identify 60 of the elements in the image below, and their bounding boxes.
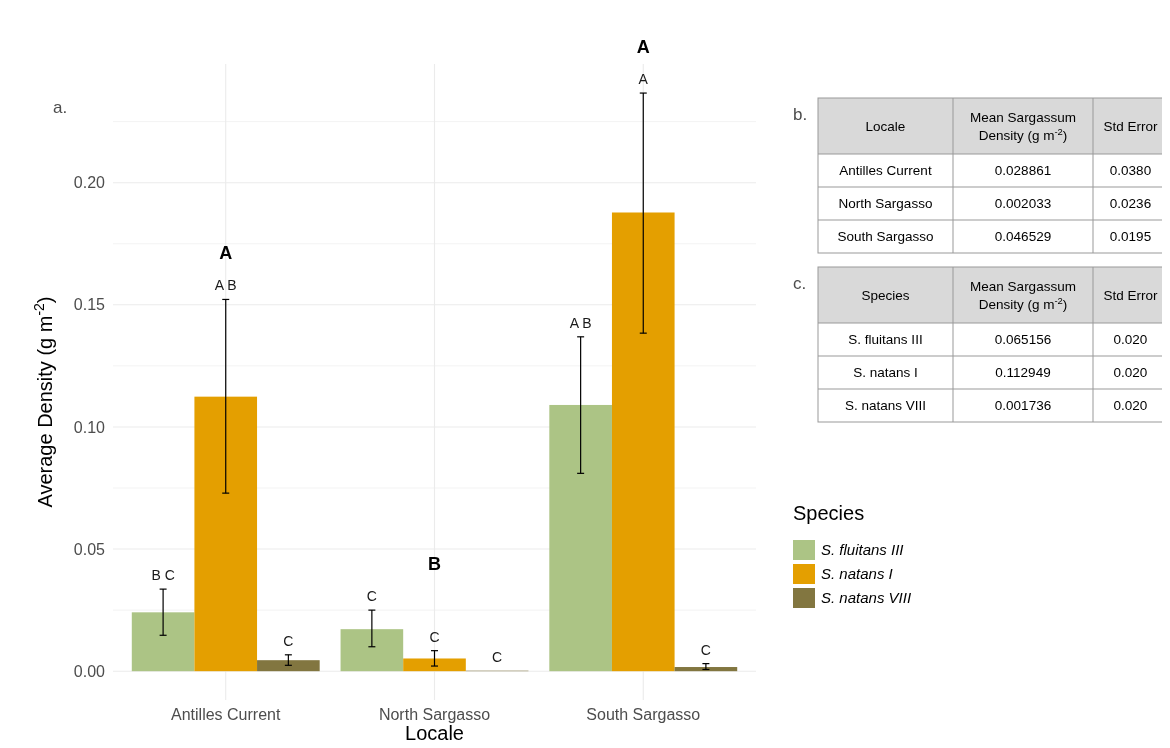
text: 0.020 [1113,365,1148,381]
category-label: Antilles Current [839,163,932,179]
annotation: A [638,71,649,88]
text: A [636,37,650,58]
category-label: Std Error [1103,287,1159,303]
text: 0.0236 [1109,196,1152,212]
legend-title: Species [793,502,865,524]
x-tick-label: Antilles Current [171,706,281,723]
y-tick-label: 0.05 [73,540,106,558]
category-label: North Sargasso [838,196,933,212]
bar [674,667,738,672]
category-label: Std Error [1103,118,1159,134]
y-tick-label: 0.20 [73,174,106,192]
y-tick-label: 0.00 [73,662,106,680]
annotation: C [283,632,294,649]
text: 0.112949 [995,365,1051,381]
text: 0.001736 [994,398,1052,414]
text: 0.0380 [1109,163,1152,179]
category-label: South Sargasso [837,229,934,245]
legend-label: S. natans VIII [821,589,912,607]
x-axis-title: Locale [405,722,464,744]
text: 0.020 [1113,332,1148,348]
text: 0.002033 [994,196,1052,212]
text: c. [793,274,807,293]
legend-label: S. natans I [821,565,893,583]
category-label: S. natans VIII [844,398,927,414]
annotation: C [492,648,503,665]
x-tick-label: North Sargasso [378,706,491,723]
category-label: Species [861,287,910,303]
annotation: A B [569,314,592,331]
annotation: C [429,628,440,645]
annotation: C [366,588,377,605]
annotation: A B [214,277,237,294]
annotation: B [428,554,441,575]
annotation: C [700,641,711,658]
text: 0.065156 [994,332,1052,348]
bar [403,658,466,672]
y-tick-label: 0.10 [73,418,106,436]
annotation: A [219,243,233,264]
bar [257,660,320,672]
x-tick-label: South Sargasso [586,706,701,723]
category-label: Mean Sargassum Density (g m$^{-2}$) [970,278,1076,312]
category-label: Mean Sargassum Density (g m$^{-2}$) [970,109,1076,143]
category-label: S. fluitans III [848,332,923,348]
category-label: S. natans I [853,365,918,381]
text: b. [793,105,808,124]
bar [340,629,404,672]
bar [611,212,675,672]
text: 0.0195 [1109,229,1152,245]
bar [549,404,612,672]
y-tick-label: 0.15 [73,296,106,314]
text: 0.028861 [994,163,1052,179]
legend-label: S. fluitans III [821,541,904,559]
text: a. [53,98,68,117]
annotation: B C [151,567,175,584]
text: 0.046529 [994,229,1052,245]
text: 0.020 [1113,398,1148,414]
category-label: Locale [865,118,906,134]
bar [131,612,195,672]
bar [194,396,258,672]
